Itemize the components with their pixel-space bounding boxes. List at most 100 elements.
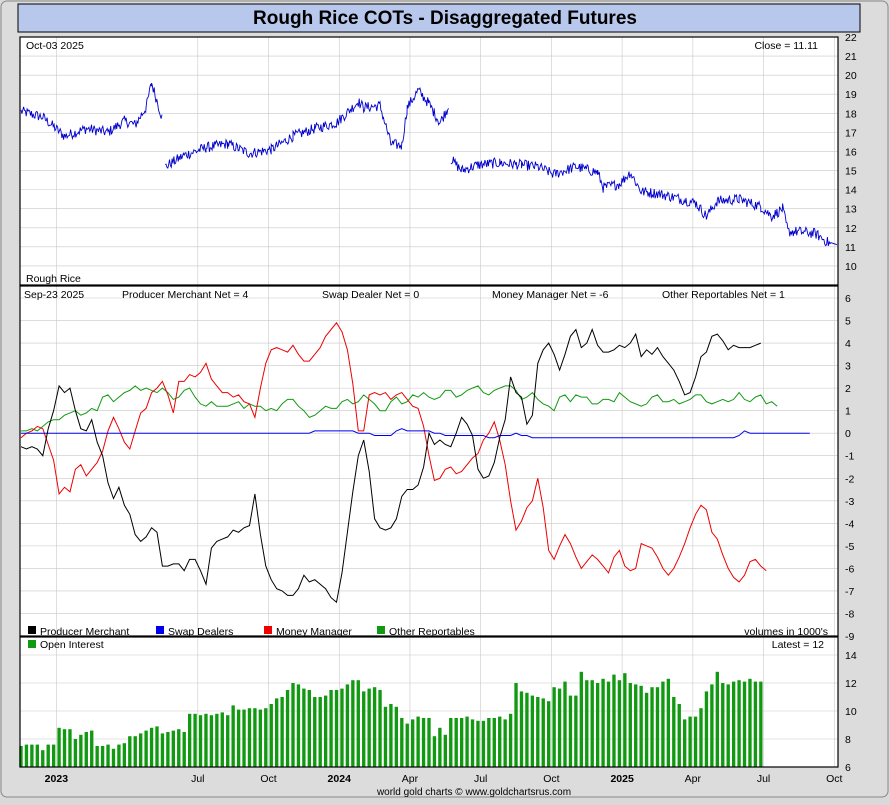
oi-bar [759, 681, 763, 767]
oi-bar [345, 684, 350, 767]
oi-bar [198, 715, 203, 767]
oi-bar [530, 695, 535, 767]
oi-bar [748, 678, 752, 767]
oi-bar [280, 697, 284, 767]
oi-bar [226, 715, 230, 767]
oi-bar [182, 732, 186, 767]
oi-bar [307, 690, 311, 767]
price-segment [20, 82, 163, 141]
price-date-label: Oct-03 2025 [26, 40, 84, 52]
price-y-tick: 15 [845, 166, 857, 178]
legend-swatch-other [377, 626, 385, 634]
price-line [20, 82, 838, 247]
oi-bar [612, 674, 616, 767]
oi-bar [547, 701, 551, 767]
price-y-tick: 18 [845, 108, 857, 120]
oi-bar [541, 698, 545, 767]
oi-bar [688, 716, 692, 767]
x-tick-label: Oct [826, 773, 842, 785]
legend-other: Other Reportables [389, 626, 475, 638]
oi-bar [57, 727, 61, 767]
open-interest-bars [19, 671, 763, 767]
cot-y-tick: -4 [845, 518, 854, 530]
oi-bar [606, 681, 611, 767]
oi-bar [323, 695, 328, 767]
cot-y-tick: 0 [845, 428, 851, 440]
price-y-tick: 20 [845, 70, 857, 82]
oi-bar [215, 713, 219, 767]
price-close-label: Close = 11.11 [754, 40, 818, 52]
oi-bar [155, 726, 159, 767]
oi-bar [416, 716, 420, 767]
oi-bar [411, 719, 415, 767]
oi-bar [514, 683, 518, 767]
oi-bar [394, 706, 399, 767]
oi-bar [634, 684, 638, 767]
x-tick-labels: 2023 Jul Oct 2024 Apr Jul Oct 2025 Apr Jul Oct [45, 773, 843, 785]
oi-bar [683, 719, 687, 767]
oi-bar [574, 695, 578, 767]
oi-bar [329, 690, 333, 767]
oi-bar [519, 691, 524, 767]
cot-y-tick: -7 [845, 586, 854, 598]
oi-bar [443, 734, 447, 767]
oi-bar [90, 730, 94, 767]
x-tick-label: Apr [685, 773, 702, 785]
money-net-label: Money Manager Net = -6 [492, 289, 609, 301]
y-tick-labels: 101112131415161718192021226543210-1-2-3-… [845, 32, 857, 774]
oi-bar [465, 716, 469, 767]
oi-y-tick: 14 [845, 650, 857, 662]
oi-bar [351, 680, 355, 767]
oi-bar [296, 684, 301, 767]
legend-swatch-producer [28, 626, 36, 634]
legend-swatch-swap [156, 626, 164, 634]
series-swap-dealers [21, 428, 810, 439]
oi-bar [291, 683, 295, 767]
oi-bar [563, 681, 567, 767]
oi-y-tick: 8 [845, 734, 851, 746]
oi-bar [677, 704, 681, 767]
oi-bar [122, 743, 127, 767]
price-y-tick: 14 [845, 185, 857, 197]
oi-bar [313, 697, 317, 767]
oi-bar [672, 697, 676, 767]
oi-bar [753, 681, 758, 767]
oi-bar [644, 692, 649, 767]
oi-bar [111, 748, 116, 767]
oi-bar [242, 709, 246, 767]
oi-bar [666, 678, 671, 767]
oi-bar [628, 683, 632, 767]
oi-bar [536, 697, 540, 767]
oi-bar [187, 713, 192, 767]
oi-bar [454, 718, 458, 767]
oi-bar [133, 736, 137, 767]
oi-bar [177, 729, 181, 767]
price-segment [450, 156, 838, 247]
oi-bar [204, 713, 208, 767]
oi-bar [117, 744, 121, 767]
oi-bar [710, 684, 714, 767]
oi-bar [503, 719, 507, 767]
oi-bar [51, 744, 56, 767]
x-tick-label: 2025 [610, 773, 634, 785]
price-y-tick: 19 [845, 89, 857, 101]
price-y-tick: 16 [845, 146, 857, 158]
series-other-reportables [21, 385, 778, 432]
oi-bar [258, 709, 263, 767]
price-segment [164, 87, 449, 169]
oi-bar [693, 716, 698, 767]
cot-y-tick: 4 [845, 338, 851, 350]
x-tick-label: 2024 [328, 773, 352, 785]
oi-bar [30, 744, 34, 767]
oi-bar [405, 723, 409, 767]
price-y-tick: 17 [845, 127, 857, 139]
oi-bar [498, 716, 502, 767]
oi-bar [334, 690, 339, 767]
oi-bar [389, 704, 393, 767]
x-tick-label: Jul [757, 773, 770, 785]
oi-bar [579, 671, 583, 767]
oi-latest-label: Latest = 12 [772, 639, 824, 651]
oi-bar [508, 713, 513, 767]
